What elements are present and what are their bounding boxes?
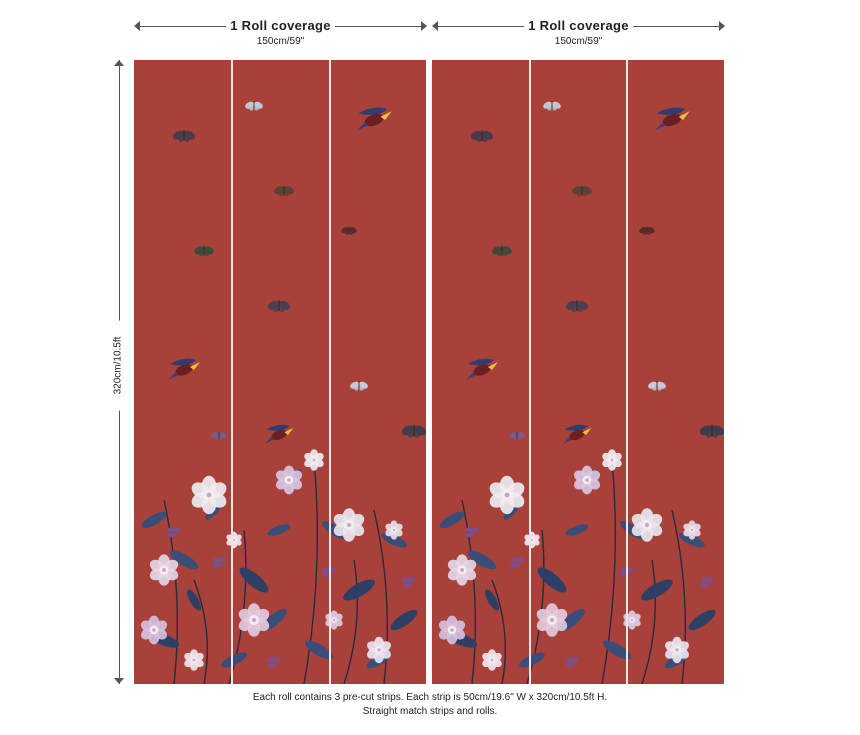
flower-icon bbox=[238, 603, 270, 637]
butterfly-icon bbox=[172, 130, 196, 142]
flower-icon bbox=[325, 610, 343, 630]
arrow-left-icon bbox=[432, 21, 438, 31]
height-label: 320cm/10.5ft bbox=[112, 320, 124, 411]
butterfly-icon bbox=[565, 300, 589, 312]
leaf-shape bbox=[602, 640, 632, 660]
butterfly-icon bbox=[648, 380, 666, 391]
strip-divider bbox=[529, 60, 531, 684]
flower-icon bbox=[489, 475, 525, 515]
flower-icon bbox=[184, 649, 204, 671]
flower-icon bbox=[536, 603, 568, 637]
flower-icon bbox=[275, 465, 303, 495]
butterfly-icon bbox=[470, 130, 494, 142]
leaf-shape bbox=[641, 579, 673, 601]
arrow-down-icon bbox=[114, 678, 124, 684]
flower-icon bbox=[482, 649, 502, 671]
flower-icon bbox=[623, 610, 641, 630]
leaf-shape bbox=[484, 589, 500, 611]
leaf-shape bbox=[381, 532, 407, 548]
leaf-shape bbox=[267, 524, 291, 536]
flower-icon bbox=[385, 520, 403, 540]
butterfly-icon bbox=[194, 245, 214, 257]
flower-icon bbox=[447, 554, 477, 586]
flower-icon bbox=[683, 520, 701, 540]
flower-icon bbox=[524, 531, 540, 549]
strip-divider bbox=[329, 60, 331, 684]
strip-divider bbox=[626, 60, 628, 684]
leaf-shape bbox=[169, 550, 199, 570]
butterfly-icon bbox=[350, 380, 368, 391]
leaf-shape bbox=[565, 524, 589, 536]
leaf-shape bbox=[679, 532, 705, 548]
roll-1-coverage-width: 150cm/59" bbox=[256, 36, 305, 47]
leaf-shape bbox=[467, 550, 497, 570]
butterfly-icon bbox=[543, 100, 561, 111]
butterfly-icon bbox=[699, 424, 724, 438]
roll-1-coverage-dimension: 1 Roll coverage 150cm/59" bbox=[134, 14, 427, 48]
flower-icon bbox=[191, 475, 227, 515]
butterfly-icon bbox=[639, 226, 655, 235]
product-description: Each roll contains 3 pre-cut strips. Eac… bbox=[0, 691, 860, 719]
bird-icon bbox=[654, 107, 690, 131]
bird-icon bbox=[264, 424, 294, 444]
butterfly-icon bbox=[211, 431, 227, 440]
butterfly-icon bbox=[341, 226, 357, 235]
flower-icon bbox=[140, 615, 168, 645]
flower-icon bbox=[665, 636, 689, 664]
leaf-shape bbox=[239, 567, 269, 593]
butterfly-icon bbox=[509, 431, 525, 440]
arrow-right-icon bbox=[421, 21, 427, 31]
flower-icon bbox=[149, 554, 179, 586]
butterfly-icon bbox=[401, 424, 426, 438]
flower-icon bbox=[367, 636, 391, 664]
flower-icon bbox=[573, 465, 601, 495]
roll-2-coverage-title: 1 Roll coverage bbox=[524, 18, 633, 33]
roll-2-coverage-width: 150cm/59" bbox=[554, 36, 603, 47]
strip-divider bbox=[231, 60, 233, 684]
leaf-shape bbox=[688, 609, 716, 631]
floral-mural-illustration bbox=[140, 100, 426, 684]
bird-icon bbox=[168, 358, 200, 380]
butterfly-icon bbox=[492, 245, 512, 257]
butterfly-icon bbox=[572, 185, 592, 197]
bird-icon bbox=[466, 358, 498, 380]
butterfly-icon bbox=[245, 100, 263, 111]
arrow-left-icon bbox=[134, 21, 140, 31]
leaf-shape bbox=[537, 567, 567, 593]
leaf-shape bbox=[390, 609, 418, 631]
roll-2-coverage-dimension: 1 Roll coverage 150cm/59" bbox=[432, 14, 725, 48]
flower-icon bbox=[226, 531, 242, 549]
flower-icon bbox=[333, 508, 365, 542]
leaf-shape bbox=[304, 640, 334, 660]
leaf-shape bbox=[141, 511, 167, 529]
wallpaper-roll-1 bbox=[134, 60, 426, 684]
butterfly-icon bbox=[267, 300, 291, 312]
leaf-shape bbox=[519, 652, 545, 668]
leaf-shape bbox=[221, 652, 247, 668]
footer-line-1: Each roll contains 3 pre-cut strips. Eac… bbox=[252, 692, 608, 703]
butterfly-icon bbox=[274, 185, 294, 197]
wallpaper-roll-2 bbox=[432, 60, 724, 684]
footer-line-2: Straight match strips and rolls. bbox=[362, 706, 498, 717]
flower-icon bbox=[631, 508, 663, 542]
flower-icon bbox=[602, 449, 622, 471]
arrow-right-icon bbox=[719, 21, 725, 31]
roll-1-coverage-title: 1 Roll coverage bbox=[226, 18, 335, 33]
bird-icon bbox=[562, 424, 592, 444]
flower-icon bbox=[304, 449, 324, 471]
bird-icon bbox=[356, 107, 392, 131]
height-dimension: 320cm/10.5ft bbox=[112, 60, 125, 684]
leaf-shape bbox=[439, 511, 465, 529]
leaf-shape bbox=[186, 589, 202, 611]
floral-mural-illustration bbox=[438, 100, 724, 684]
flower-icon bbox=[438, 615, 466, 645]
leaf-shape bbox=[343, 579, 375, 601]
